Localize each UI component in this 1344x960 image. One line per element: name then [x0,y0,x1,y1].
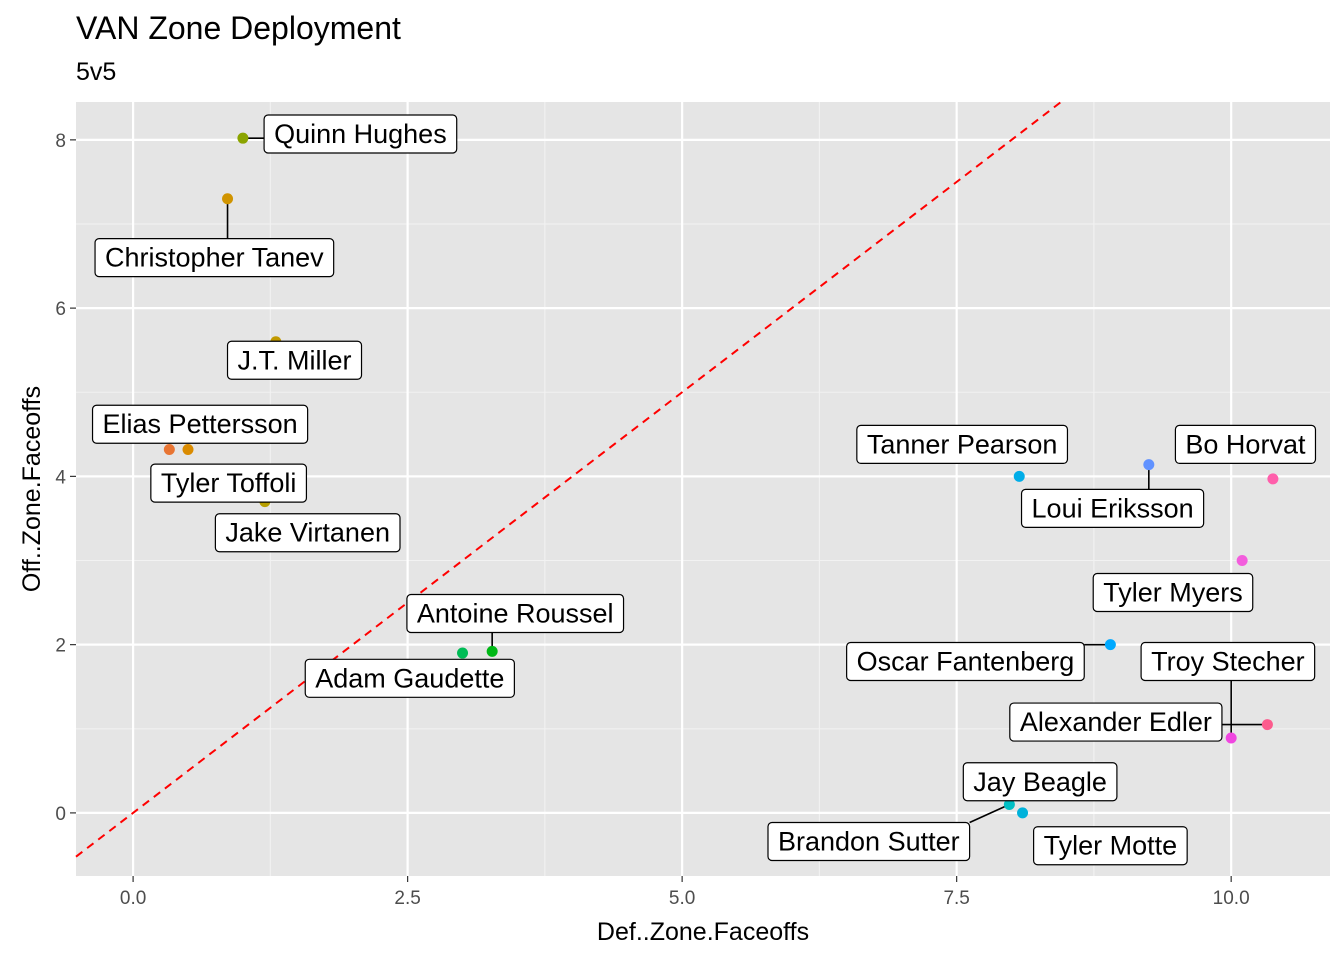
data-label: Jay Beagle [962,762,1118,802]
data-label-box [1174,424,1317,465]
data-label: Tanner Pearson [856,424,1069,465]
data-label-text: Elias Pettersson [103,409,298,439]
data-point [1143,459,1155,471]
x-tick-label: 10.0 [1213,888,1250,909]
data-label-text: Alexander Edler [1020,707,1212,737]
data-label-text: Jay Beagle [973,767,1107,797]
data-label-text: Tyler Myers [1103,577,1243,607]
data-label: Alexander Edler [1009,702,1223,742]
data-label: Elias Pettersson [91,404,309,444]
data-label-box [846,641,1085,682]
chart-subtitle: 5v5 [76,58,117,86]
data-label-box [1009,702,1223,742]
data-point [1104,639,1116,651]
data-label-box [406,593,625,634]
data-label-leader [969,803,1010,824]
x-tick-label: 2.5 [394,888,420,909]
data-label-box [1092,572,1254,613]
data-label: Tyler Myers [1092,572,1254,613]
x-tick-label: 0.0 [120,888,146,909]
x-tick-label: 7.5 [943,888,969,909]
data-label-box [226,340,363,380]
reference-line-y-equals-x [75,101,1062,858]
x-axis-ticks: 0.0 2.5 5.0 7.5 10.0 [120,876,1250,909]
data-labels: Quinn Hughes Christopher Tanev J.T. Miller… [91,114,1317,866]
data-label-text: Brandon Sutter [778,827,960,857]
data-label: Antoine Roussel [406,593,625,634]
data-label-text: Jake Virtanen [225,518,390,548]
data-label-box [1033,826,1188,866]
data-point [163,443,175,455]
y-axis-title: Off..Zone.Faceoffs [18,386,46,592]
y-tick-label: 2 [55,636,66,657]
y-tick-label: 4 [55,467,66,488]
data-label-text: Antoine Roussel [417,599,614,629]
data-label-text: Adam Gaudette [315,663,504,693]
data-point [1225,732,1237,744]
data-label-box [962,762,1118,802]
data-point [1236,555,1248,567]
data-label-box [150,463,308,503]
data-label-box [856,424,1069,465]
chart-title: VAN Zone Deployment [76,10,401,46]
data-label: Brandon Sutter [767,821,971,862]
data-label-text: Tanner Pearson [867,429,1058,459]
data-point [237,132,249,144]
data-label-box [214,513,401,553]
data-point [222,193,234,205]
data-point [182,443,194,455]
data-label: Tyler Toffoli [150,463,308,503]
data-point [1267,473,1279,485]
data-label-text: J.T. Miller [238,345,352,375]
data-label-box [91,404,309,444]
data-label-box [304,658,515,698]
data-label: Christopher Tanev [94,238,335,278]
data-label-box [94,238,335,278]
y-tick-label: 8 [55,131,66,152]
data-label-text: Quinn Hughes [274,119,447,149]
y-tick-label: 6 [55,299,66,320]
data-point [1017,807,1029,819]
y-axis-ticks: 0 2 4 6 8 [55,131,76,825]
x-tick-label: 5.0 [669,888,695,909]
data-label-box [263,114,458,154]
data-label: J.T. Miller [226,340,363,380]
data-label: Quinn Hughes [263,114,458,154]
data-label-text: Loui Eriksson [1032,493,1194,523]
data-label-text: Oscar Fantenberg [857,646,1075,676]
data-point [457,647,469,659]
data-label: Bo Horvat [1174,424,1317,465]
data-label: Troy Stecher [1140,641,1316,682]
y-tick-label: 0 [55,804,66,825]
data-label-text: Christopher Tanev [105,243,324,273]
data-label: Tyler Motte [1033,826,1188,866]
data-label-box [767,821,971,862]
data-point [486,645,498,657]
data-label: Oscar Fantenberg [846,641,1085,682]
data-point [1013,470,1025,482]
data-label-text: Bo Horvat [1185,429,1306,459]
data-label: Loui Eriksson [1020,488,1205,528]
data-label-box [1020,488,1205,528]
data-label-text: Tyler Motte [1044,831,1178,861]
data-point [1261,719,1273,731]
data-label-text: Tyler Toffoli [161,468,297,498]
data-label: Jake Virtanen [214,513,401,553]
data-label-box [1140,641,1316,682]
data-point [1003,798,1015,810]
x-axis-title: Def..Zone.Faceoffs [597,918,809,946]
data-label-text: Troy Stecher [1151,646,1305,676]
data-label: Adam Gaudette [304,658,515,698]
